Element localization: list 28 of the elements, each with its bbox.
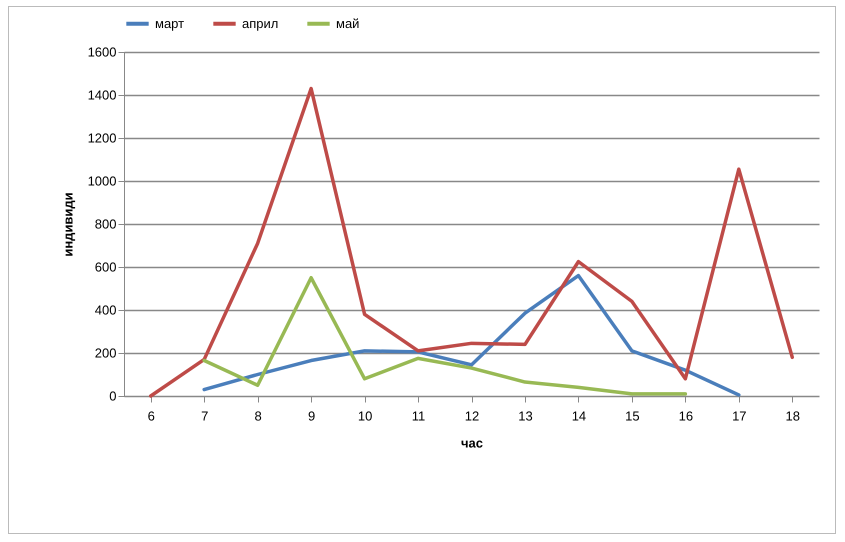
y-tick-label: 800 — [94, 216, 116, 232]
y-tick-label: 1600 — [88, 44, 116, 60]
x-tick-label: 10 — [358, 408, 372, 424]
x-tick-label: 14 — [572, 408, 586, 424]
x-tick-label: 9 — [308, 408, 316, 424]
y-tick-label: 600 — [94, 260, 116, 274]
x-tick-label: 7 — [201, 408, 208, 424]
x-tick-label: 11 — [412, 408, 426, 424]
y-tick-label: 1400 — [88, 88, 116, 102]
y-tick-label: 400 — [94, 302, 116, 318]
x-tick-label: 17 — [732, 408, 747, 424]
y-tick-label: 1000 — [88, 174, 116, 188]
y-axis-title: индивиди — [60, 192, 76, 257]
legend-label: март — [155, 16, 184, 31]
y-tick-label: 0 — [109, 388, 116, 404]
x-tick-label: 6 — [148, 408, 155, 424]
x-tick-label: 13 — [518, 408, 533, 424]
x-axis-title: час — [460, 436, 484, 450]
x-tick-label: 15 — [625, 408, 640, 424]
x-tick-label: 16 — [678, 408, 694, 424]
line-series — [148, 86, 794, 398]
x-tick-label: 12 — [464, 408, 480, 424]
y-tick-label: 1200 — [88, 130, 116, 146]
y-tick-label: 200 — [94, 346, 116, 360]
legend-label: май — [336, 16, 360, 31]
x-tick-label: 8 — [254, 408, 262, 424]
x-tick-label: 18 — [786, 408, 800, 424]
legend-label: април — [242, 16, 278, 31]
